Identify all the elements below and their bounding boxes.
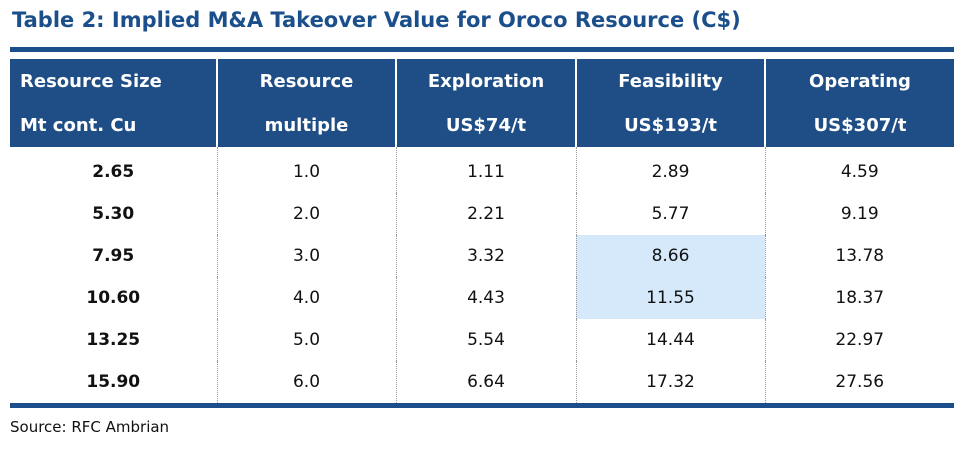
cell-multiple: 3.0 <box>216 235 396 277</box>
cell-multiple: 4.0 <box>216 277 396 319</box>
cell-exploration: 3.32 <box>395 235 576 277</box>
table-row: 5.30 2.0 2.21 5.77 9.19 <box>10 193 954 235</box>
bottom-rule <box>10 403 954 408</box>
table-row: 7.95 3.0 3.32 8.66 13.78 <box>10 235 954 277</box>
table-row: 13.25 5.0 5.54 14.44 22.97 <box>10 319 954 361</box>
header-row-2: Mt cont. Cu multiple US$74/t US$193/t US… <box>10 103 954 147</box>
cell-feasibility-highlighted: 8.66 <box>575 235 765 277</box>
cell-exploration: 1.11 <box>395 147 576 193</box>
header-resource-size: Resource Size <box>10 59 217 103</box>
cell-operating: 4.59 <box>764 147 954 193</box>
cell-feasibility-highlighted: 11.55 <box>575 277 765 319</box>
header-row-1: Resource Size Resource Exploration Feasi… <box>10 59 954 103</box>
header-operating-price: US$307/t <box>764 103 954 147</box>
table-row: 15.90 6.0 6.64 17.32 27.56 <box>10 361 954 403</box>
cell-resource-size: 13.25 <box>86 330 141 350</box>
cell-resource-size: 2.65 <box>92 162 135 182</box>
cell-resource-size: 15.90 <box>86 372 141 392</box>
cell-multiple: 5.0 <box>216 319 396 361</box>
header-feasibility-price: US$193/t <box>575 103 765 147</box>
cell-operating: 27.56 <box>764 361 954 403</box>
cell-operating: 9.19 <box>764 193 954 235</box>
takeover-value-table: Resource Size Resource Exploration Feasi… <box>10 59 954 403</box>
cell-multiple: 2.0 <box>216 193 396 235</box>
table-row: 10.60 4.0 4.43 11.55 18.37 <box>10 277 954 319</box>
cell-operating: 22.97 <box>764 319 954 361</box>
header-mt-cont-cu: Mt cont. Cu <box>10 103 217 147</box>
cell-resource-size: 5.30 <box>92 204 135 224</box>
cell-operating: 13.78 <box>764 235 954 277</box>
header-operating: Operating <box>764 59 954 103</box>
cell-operating: 18.37 <box>764 277 954 319</box>
header-resource: Resource <box>216 59 396 103</box>
cell-feasibility: 5.77 <box>575 193 765 235</box>
cell-multiple: 6.0 <box>216 361 396 403</box>
cell-resource-size: 7.95 <box>92 246 135 266</box>
cell-exploration: 4.43 <box>395 277 576 319</box>
header-exploration-price: US$74/t <box>395 103 576 147</box>
cell-feasibility: 2.89 <box>575 147 765 193</box>
cell-exploration: 5.54 <box>395 319 576 361</box>
cell-exploration: 6.64 <box>395 361 576 403</box>
header-exploration: Exploration <box>395 59 576 103</box>
top-rule <box>10 47 954 52</box>
source-note: Source: RFC Ambrian <box>10 418 170 436</box>
table-row: 2.65 1.0 1.11 2.89 4.59 <box>10 147 954 193</box>
cell-feasibility: 17.32 <box>575 361 765 403</box>
cell-multiple: 1.0 <box>216 147 396 193</box>
cell-resource-size: 10.60 <box>86 288 141 308</box>
table-title: Table 2: Implied M&A Takeover Value for … <box>12 8 741 32</box>
header-feasibility: Feasibility <box>575 59 765 103</box>
cell-exploration: 2.21 <box>395 193 576 235</box>
cell-feasibility: 14.44 <box>575 319 765 361</box>
header-multiple: multiple <box>216 103 396 147</box>
